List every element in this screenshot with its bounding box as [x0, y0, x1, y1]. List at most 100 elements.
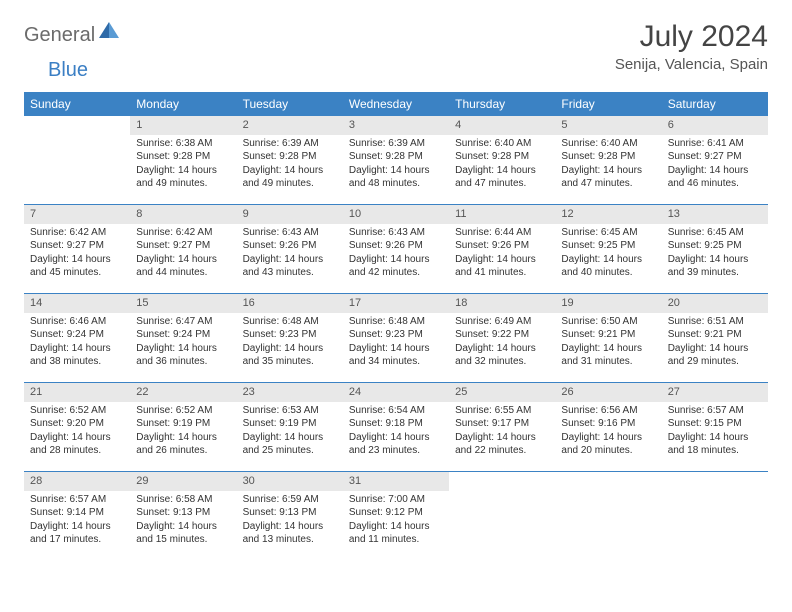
day-body — [449, 491, 555, 497]
day-line: and 46 minutes. — [668, 177, 762, 191]
day-number: 15 — [130, 294, 236, 313]
calendar-day-cell: 15Sunrise: 6:47 AMSunset: 9:24 PMDayligh… — [130, 294, 236, 383]
calendar-day-cell: 28Sunrise: 6:57 AMSunset: 9:14 PMDayligh… — [24, 472, 130, 561]
day-line: Sunrise: 6:57 AM — [30, 493, 124, 507]
logo-part2: Blue — [48, 59, 88, 82]
day-line: Daylight: 14 hours — [561, 253, 655, 267]
day-body: Sunrise: 6:52 AMSunset: 9:20 PMDaylight:… — [24, 402, 130, 462]
day-line: and 17 minutes. — [30, 533, 124, 547]
day-line: Daylight: 14 hours — [561, 342, 655, 356]
day-line: Sunset: 9:28 PM — [349, 150, 443, 164]
day-line: Sunset: 9:26 PM — [455, 239, 549, 253]
day-line: Daylight: 14 hours — [243, 253, 337, 267]
day-line: Daylight: 14 hours — [349, 520, 443, 534]
calendar-day-cell: 1Sunrise: 6:38 AMSunset: 9:28 PMDaylight… — [130, 116, 236, 205]
day-line: Sunrise: 6:43 AM — [243, 226, 337, 240]
day-line: Sunrise: 6:40 AM — [561, 137, 655, 151]
day-body: Sunrise: 6:51 AMSunset: 9:21 PMDaylight:… — [662, 313, 768, 373]
day-line: Sunset: 9:17 PM — [455, 417, 549, 431]
day-number: 11 — [449, 205, 555, 224]
day-line: and 42 minutes. — [349, 266, 443, 280]
day-line: and 44 minutes. — [136, 266, 230, 280]
day-line: Sunset: 9:28 PM — [455, 150, 549, 164]
day-line: Daylight: 14 hours — [455, 253, 549, 267]
calendar-day-cell: 11Sunrise: 6:44 AMSunset: 9:26 PMDayligh… — [449, 205, 555, 294]
day-line: and 36 minutes. — [136, 355, 230, 369]
day-body — [662, 491, 768, 497]
day-number: 25 — [449, 383, 555, 402]
day-line: Sunrise: 6:42 AM — [136, 226, 230, 240]
calendar-day-cell — [449, 472, 555, 561]
day-line: Sunrise: 6:56 AM — [561, 404, 655, 418]
day-body: Sunrise: 6:49 AMSunset: 9:22 PMDaylight:… — [449, 313, 555, 373]
day-line: and 43 minutes. — [243, 266, 337, 280]
calendar-day-cell: 29Sunrise: 6:58 AMSunset: 9:13 PMDayligh… — [130, 472, 236, 561]
day-line: and 32 minutes. — [455, 355, 549, 369]
day-line: Sunrise: 6:52 AM — [136, 404, 230, 418]
day-line: Sunrise: 6:45 AM — [561, 226, 655, 240]
day-number: 31 — [343, 472, 449, 491]
calendar-week-row: 7Sunrise: 6:42 AMSunset: 9:27 PMDaylight… — [24, 205, 768, 294]
day-number: 20 — [662, 294, 768, 313]
calendar-day-header: Friday — [555, 92, 661, 116]
day-body: Sunrise: 6:43 AMSunset: 9:26 PMDaylight:… — [343, 224, 449, 284]
day-line: Sunset: 9:23 PM — [349, 328, 443, 342]
day-body: Sunrise: 6:45 AMSunset: 9:25 PMDaylight:… — [555, 224, 661, 284]
calendar-day-header: Saturday — [662, 92, 768, 116]
location: Senija, Valencia, Spain — [615, 56, 768, 73]
day-number: 18 — [449, 294, 555, 313]
day-number: 30 — [237, 472, 343, 491]
calendar-day-header: Sunday — [24, 92, 130, 116]
calendar-day-cell: 18Sunrise: 6:49 AMSunset: 9:22 PMDayligh… — [449, 294, 555, 383]
day-line: Sunset: 9:13 PM — [243, 506, 337, 520]
calendar-day-header: Wednesday — [343, 92, 449, 116]
day-number: 1 — [130, 116, 236, 135]
calendar-week-row: 1Sunrise: 6:38 AMSunset: 9:28 PMDaylight… — [24, 116, 768, 205]
day-body: Sunrise: 6:42 AMSunset: 9:27 PMDaylight:… — [130, 224, 236, 284]
month-title: July 2024 — [615, 20, 768, 54]
day-number: 2 — [237, 116, 343, 135]
calendar-day-cell: 20Sunrise: 6:51 AMSunset: 9:21 PMDayligh… — [662, 294, 768, 383]
day-number: 26 — [555, 383, 661, 402]
day-line: Sunset: 9:15 PM — [668, 417, 762, 431]
calendar-day-cell: 8Sunrise: 6:42 AMSunset: 9:27 PMDaylight… — [130, 205, 236, 294]
day-line: Daylight: 14 hours — [349, 342, 443, 356]
day-body: Sunrise: 6:39 AMSunset: 9:28 PMDaylight:… — [343, 135, 449, 195]
day-body: Sunrise: 7:00 AMSunset: 9:12 PMDaylight:… — [343, 491, 449, 551]
day-line: Sunset: 9:14 PM — [30, 506, 124, 520]
calendar-page: General July 2024 Senija, Valencia, Spai… — [0, 0, 792, 580]
day-line: Sunrise: 6:43 AM — [349, 226, 443, 240]
day-line: Daylight: 14 hours — [668, 431, 762, 445]
calendar-day-cell: 6Sunrise: 6:41 AMSunset: 9:27 PMDaylight… — [662, 116, 768, 205]
day-line: Daylight: 14 hours — [30, 431, 124, 445]
day-number: 28 — [24, 472, 130, 491]
day-line: Sunrise: 6:58 AM — [136, 493, 230, 507]
day-number: 24 — [343, 383, 449, 402]
calendar-day-cell: 25Sunrise: 6:55 AMSunset: 9:17 PMDayligh… — [449, 383, 555, 472]
day-number: 4 — [449, 116, 555, 135]
day-body: Sunrise: 6:52 AMSunset: 9:19 PMDaylight:… — [130, 402, 236, 462]
day-line: Sunset: 9:18 PM — [349, 417, 443, 431]
day-line: Sunrise: 6:51 AM — [668, 315, 762, 329]
day-line: Sunset: 9:12 PM — [349, 506, 443, 520]
day-line: Sunrise: 6:39 AM — [349, 137, 443, 151]
day-line: Sunset: 9:25 PM — [668, 239, 762, 253]
day-number: 29 — [130, 472, 236, 491]
day-number: 12 — [555, 205, 661, 224]
calendar-week-row: 14Sunrise: 6:46 AMSunset: 9:24 PMDayligh… — [24, 294, 768, 383]
day-number: 13 — [662, 205, 768, 224]
day-line: and 15 minutes. — [136, 533, 230, 547]
day-line: Daylight: 14 hours — [561, 164, 655, 178]
day-body: Sunrise: 6:56 AMSunset: 9:16 PMDaylight:… — [555, 402, 661, 462]
calendar-day-cell: 19Sunrise: 6:50 AMSunset: 9:21 PMDayligh… — [555, 294, 661, 383]
day-number — [24, 116, 130, 135]
day-body: Sunrise: 6:38 AMSunset: 9:28 PMDaylight:… — [130, 135, 236, 195]
day-number: 10 — [343, 205, 449, 224]
day-line: and 45 minutes. — [30, 266, 124, 280]
day-number: 7 — [24, 205, 130, 224]
logo-part1: General — [24, 24, 95, 47]
calendar-day-cell: 2Sunrise: 6:39 AMSunset: 9:28 PMDaylight… — [237, 116, 343, 205]
day-number — [449, 472, 555, 491]
day-body: Sunrise: 6:45 AMSunset: 9:25 PMDaylight:… — [662, 224, 768, 284]
day-line: Daylight: 14 hours — [243, 520, 337, 534]
